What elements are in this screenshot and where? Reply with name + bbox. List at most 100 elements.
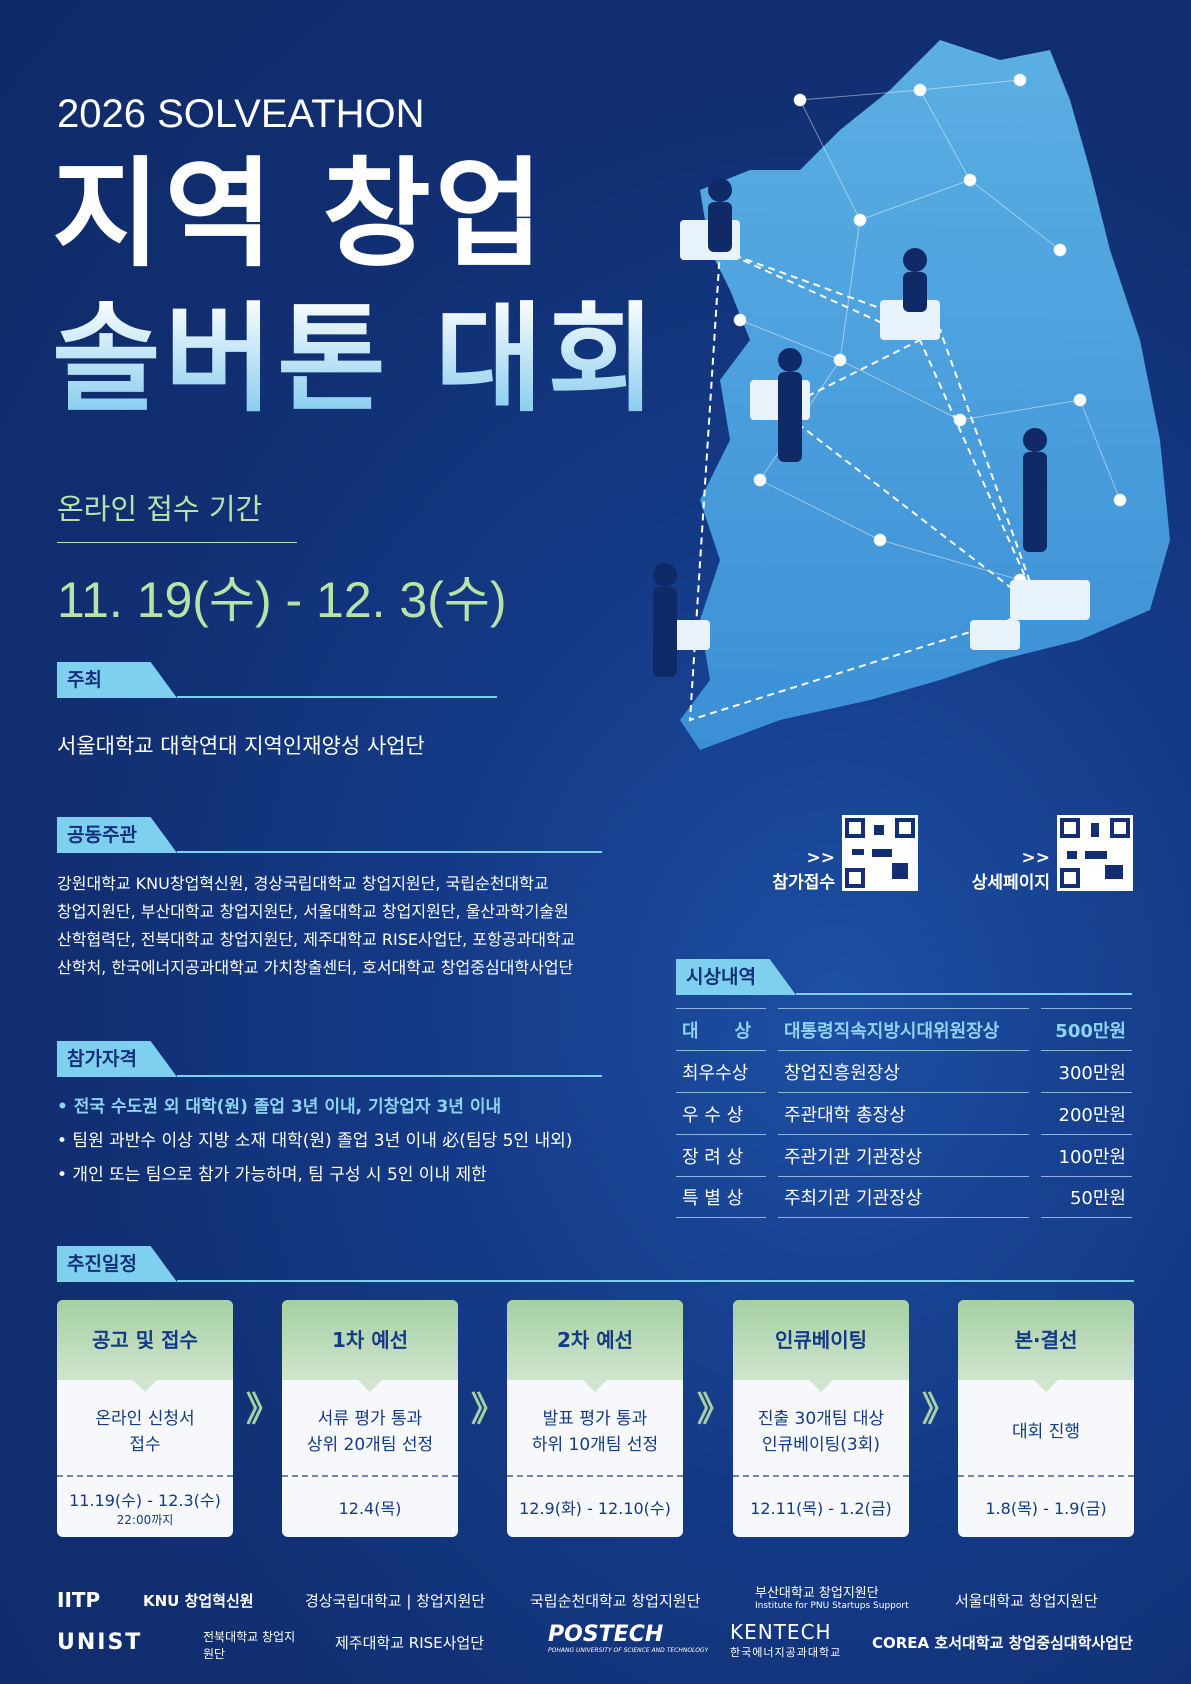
co-hosts-line: 산학처, 한국에너지공과대학교 가치창출센터, 호서대학교 창업중심대학사업단 [57,958,574,977]
award-rank: 특 별 상 [676,1176,766,1218]
award-rank: 최우수상 [676,1050,766,1092]
logo-jeju: 제주대학교 RISE사업단 [335,1634,485,1652]
schedule-step: 본·결선 대회 진행 1.8(목) - 1.9(금) [958,1300,1134,1537]
eligibility-item: • 팀원 과반수 이상 지방 소재 대학(원) 졸업 3년 이내 必(팀당 5인… [57,1131,573,1151]
chevron-right-icon: 》 [922,1390,956,1430]
co-hosts-line: 산학협력단, 전북대학교 창업지원단, 제주대학교 RISE사업단, 포항공과대… [57,930,576,949]
application-period-label: 온라인 접수 기간 [57,492,263,526]
step-desc: 발표 평가 통과 [542,1408,648,1429]
step-desc: 서류 평가 통과 [317,1408,423,1429]
arrow-text: >> [806,848,836,868]
logo-jbnu: 전북대학교 창업지원단 [203,1630,296,1661]
step-desc: 온라인 신청서 [95,1408,195,1429]
logo-postech: POSTECH POHANG UNIVERSITY OF SCIENCE AND … [548,1622,708,1654]
step-title: 2차 예선 [507,1300,683,1392]
section-label: 공동주관 [57,817,177,853]
korea-map-shape [680,40,1170,750]
section-header-host: 주최 [57,662,497,698]
award-rank: 우 수 상 [676,1092,766,1134]
eligibility-list: • 전국 수도권 외 대학(원) 졸업 3년 이내, 기창업자 3년 이내 • … [57,1090,572,1192]
people-figures [653,178,1047,677]
logo-hoseo: COREA 호서대학교 창업중심대학사업단 [872,1634,1133,1652]
logo-gnu: 경상국립대학교 | 창업지원단 [305,1592,486,1610]
step-desc: 대회 진행 [1012,1421,1080,1442]
host-text: 서울대학교 대학연대 지역인재양성 사업단 [57,734,425,758]
step-desc: 상위 20개팀 선정 [306,1434,434,1455]
step-title: 인큐베이팅 [733,1300,909,1392]
event-subtitle: 2026 SOLVEATHON [57,92,425,136]
logo-text: POSTECH [548,1622,664,1647]
award-prize: 500만원 [1040,1008,1132,1050]
application-period-dates: 11. 19(수) - 12. 3(수) [57,572,507,628]
eligibility-item: • 개인 또는 팀으로 참가 가능하며, 팀 구성 시 5인 이내 제한 [57,1165,487,1185]
logo-text: KENTECH [730,1620,832,1644]
award-prize: 50만원 [1040,1176,1132,1218]
award-name: 주관대학 총장상 [778,1092,1029,1134]
section-label: 주최 [57,662,177,698]
step-date: 12.4(목) [338,1499,402,1518]
award-row: 특 별 상 주최기관 기관장상 50만원 [676,1176,1132,1218]
qr-label-apply: >> 참가접수 [740,848,835,893]
divider [57,542,297,543]
co-hosts-list: 강원대학교 KNU창업혁신원, 경상국립대학교 창업지원단, 국립순천대학교 창… [57,870,575,982]
section-header-eligibility: 참가자격 [57,1041,602,1077]
step-date: 12.11(목) - 1.2(금) [750,1499,892,1518]
step-note: 22:00까지 [116,1512,174,1527]
section-header-co-hosts: 공동주관 [57,817,602,853]
logo-text: Institute for PNU Startups Support [755,1601,909,1611]
korea-network-map-illustration [653,40,1170,750]
step-desc: 하위 10개팀 선정 [531,1434,659,1455]
award-name: 대통령직속지방시대위원장상 [778,1008,1029,1050]
section-header-schedule: 추진일정 [57,1246,1134,1282]
co-hosts-line: 창업지원단, 부산대학교 창업지원단, 서울대학교 창업지원단, 울산과학기술원 [57,902,569,921]
logo-snu: 서울대학교 창업지원단 [955,1592,1098,1610]
award-rank: 대 상 [676,1008,766,1050]
logo-iitp: IITP [57,1588,101,1612]
co-hosts-line: 강원대학교 KNU창업혁신원, 경상국립대학교 창업지원단, 국립순천대학교 [57,874,549,893]
award-row: 우 수 상 주관대학 총장상 200만원 [676,1092,1132,1134]
awards-table: 대 상 대통령직속지방시대위원장상 500만원 최우수상 창업진흥원장상 300만원 우… [664,1008,1144,1218]
arrow-text: >> [1021,848,1051,868]
award-row: 대 상 대통령직속지방시대위원장상 500만원 [676,1008,1132,1050]
logo-knu: KNU 창업혁신원 [143,1592,254,1610]
award-name: 창업진흥원장상 [778,1050,1029,1092]
step-title: 공고 및 접수 [57,1300,233,1392]
step-date: 12.9(화) - 12.10(수) [519,1499,671,1518]
logo-kentech: KENTECH 한국에너지공과대학교 [730,1620,841,1660]
logo-text: 한국에너지공과대학교 [730,1646,842,1659]
award-prize: 300만원 [1040,1050,1132,1092]
step-title: 1차 예선 [282,1300,458,1392]
step-date: 11.19(수) - 12.3(수) [69,1490,221,1510]
step-title: 본·결선 [958,1300,1134,1392]
event-title-line1: 지역 창업 [52,145,548,283]
chevron-right-icon: 》 [246,1390,280,1430]
step-desc: 접수 [129,1434,161,1455]
section-label: 참가자격 [57,1041,177,1077]
logo-text: POHANG UNIVERSITY OF SCIENCE AND TECHNOL… [548,1647,709,1654]
award-row: 장 려 상 주관기관 기관장상 100만원 [676,1134,1132,1176]
step-desc: 인큐베이팅(3회) [762,1434,880,1455]
qr-code-details[interactable] [1057,815,1133,891]
logo-unist: UNIST [57,1630,143,1655]
qr-label-details: >> 상세페이지 [940,848,1050,893]
chevron-right-icon: 》 [697,1390,731,1430]
section-label: 추진일정 [57,1246,177,1282]
step-desc: 진출 30개팀 대상 [757,1408,885,1429]
qr-code-apply[interactable] [842,815,918,891]
logo-text: 부산대학교 창업지원단 [755,1586,879,1601]
logo-pnu: 부산대학교 창업지원단 Institute for PNU Startups Su… [755,1582,909,1611]
chevron-right-icon: 》 [471,1390,505,1430]
award-rank: 장 려 상 [676,1134,766,1176]
section-label: 시상내역 [676,959,796,995]
award-prize: 100만원 [1040,1134,1132,1176]
award-row: 최우수상 창업진흥원장상 300만원 [676,1050,1132,1092]
logo-scnu: 국립순천대학교 창업지원단 [530,1592,701,1610]
award-prize: 200만원 [1040,1092,1132,1134]
section-header-awards: 시상내역 [676,959,1132,995]
qr-label: 상세페이지 [971,873,1050,893]
qr-label: 참가접수 [772,873,835,893]
